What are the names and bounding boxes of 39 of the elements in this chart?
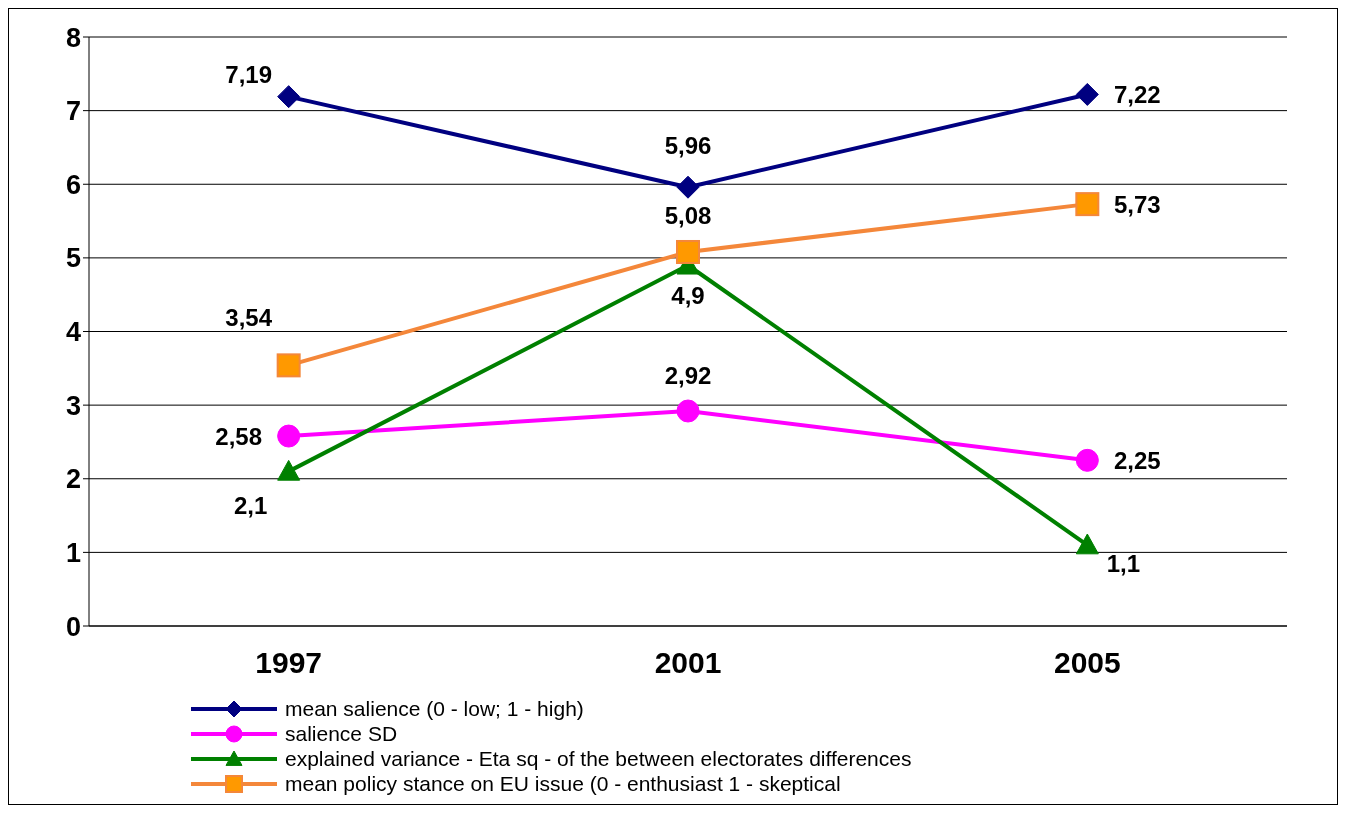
data-label: 2,1	[233, 491, 268, 519]
y-tick-label: 4	[65, 317, 81, 348]
y-tick-label: 0	[65, 611, 81, 642]
data-label: 2,58	[215, 422, 263, 450]
data-label: 5,96	[664, 131, 712, 159]
y-tick-label: 2	[65, 464, 81, 495]
point	[277, 85, 301, 109]
y-tick-label: 6	[65, 169, 81, 200]
data-label: 7,22	[1113, 80, 1161, 108]
data-label: 5,08	[664, 202, 712, 230]
data-label: 2,92	[664, 361, 712, 389]
point	[277, 424, 301, 448]
point	[1075, 192, 1100, 217]
data-label: 1,1	[1106, 549, 1141, 577]
point	[276, 353, 301, 378]
data-label: 3,54	[225, 303, 273, 331]
x-tick-label: 2005	[1053, 646, 1121, 680]
point	[676, 399, 700, 423]
point	[1075, 533, 1099, 555]
x-tick-label: 1997	[255, 646, 323, 680]
point	[1075, 448, 1099, 472]
y-tick-label: 5	[65, 243, 81, 274]
y-tick-label: 8	[65, 22, 81, 53]
legend-label: explained variance - Eta sq - of the between electorates differences	[285, 746, 912, 771]
x-tick-label: 2001	[654, 646, 722, 680]
point	[1075, 82, 1099, 106]
data-label: 7,19	[225, 61, 273, 89]
data-label: 5,73	[1113, 190, 1161, 218]
data-label: 4,9	[671, 281, 705, 309]
data-label: 2,25	[1113, 446, 1161, 474]
y-tick-label: 1	[65, 537, 81, 568]
legend-label: salience SD	[285, 721, 398, 746]
point	[277, 459, 301, 481]
legend-label: mean salience (0 - low; 1 - high)	[285, 696, 584, 721]
point	[676, 175, 700, 199]
point	[676, 239, 700, 264]
y-tick-label: 7	[65, 96, 81, 127]
y-tick-label: 3	[65, 390, 81, 421]
legend-label: mean policy stance on EU issue (0 - enthusiast 1 - skeptical	[285, 771, 841, 796]
